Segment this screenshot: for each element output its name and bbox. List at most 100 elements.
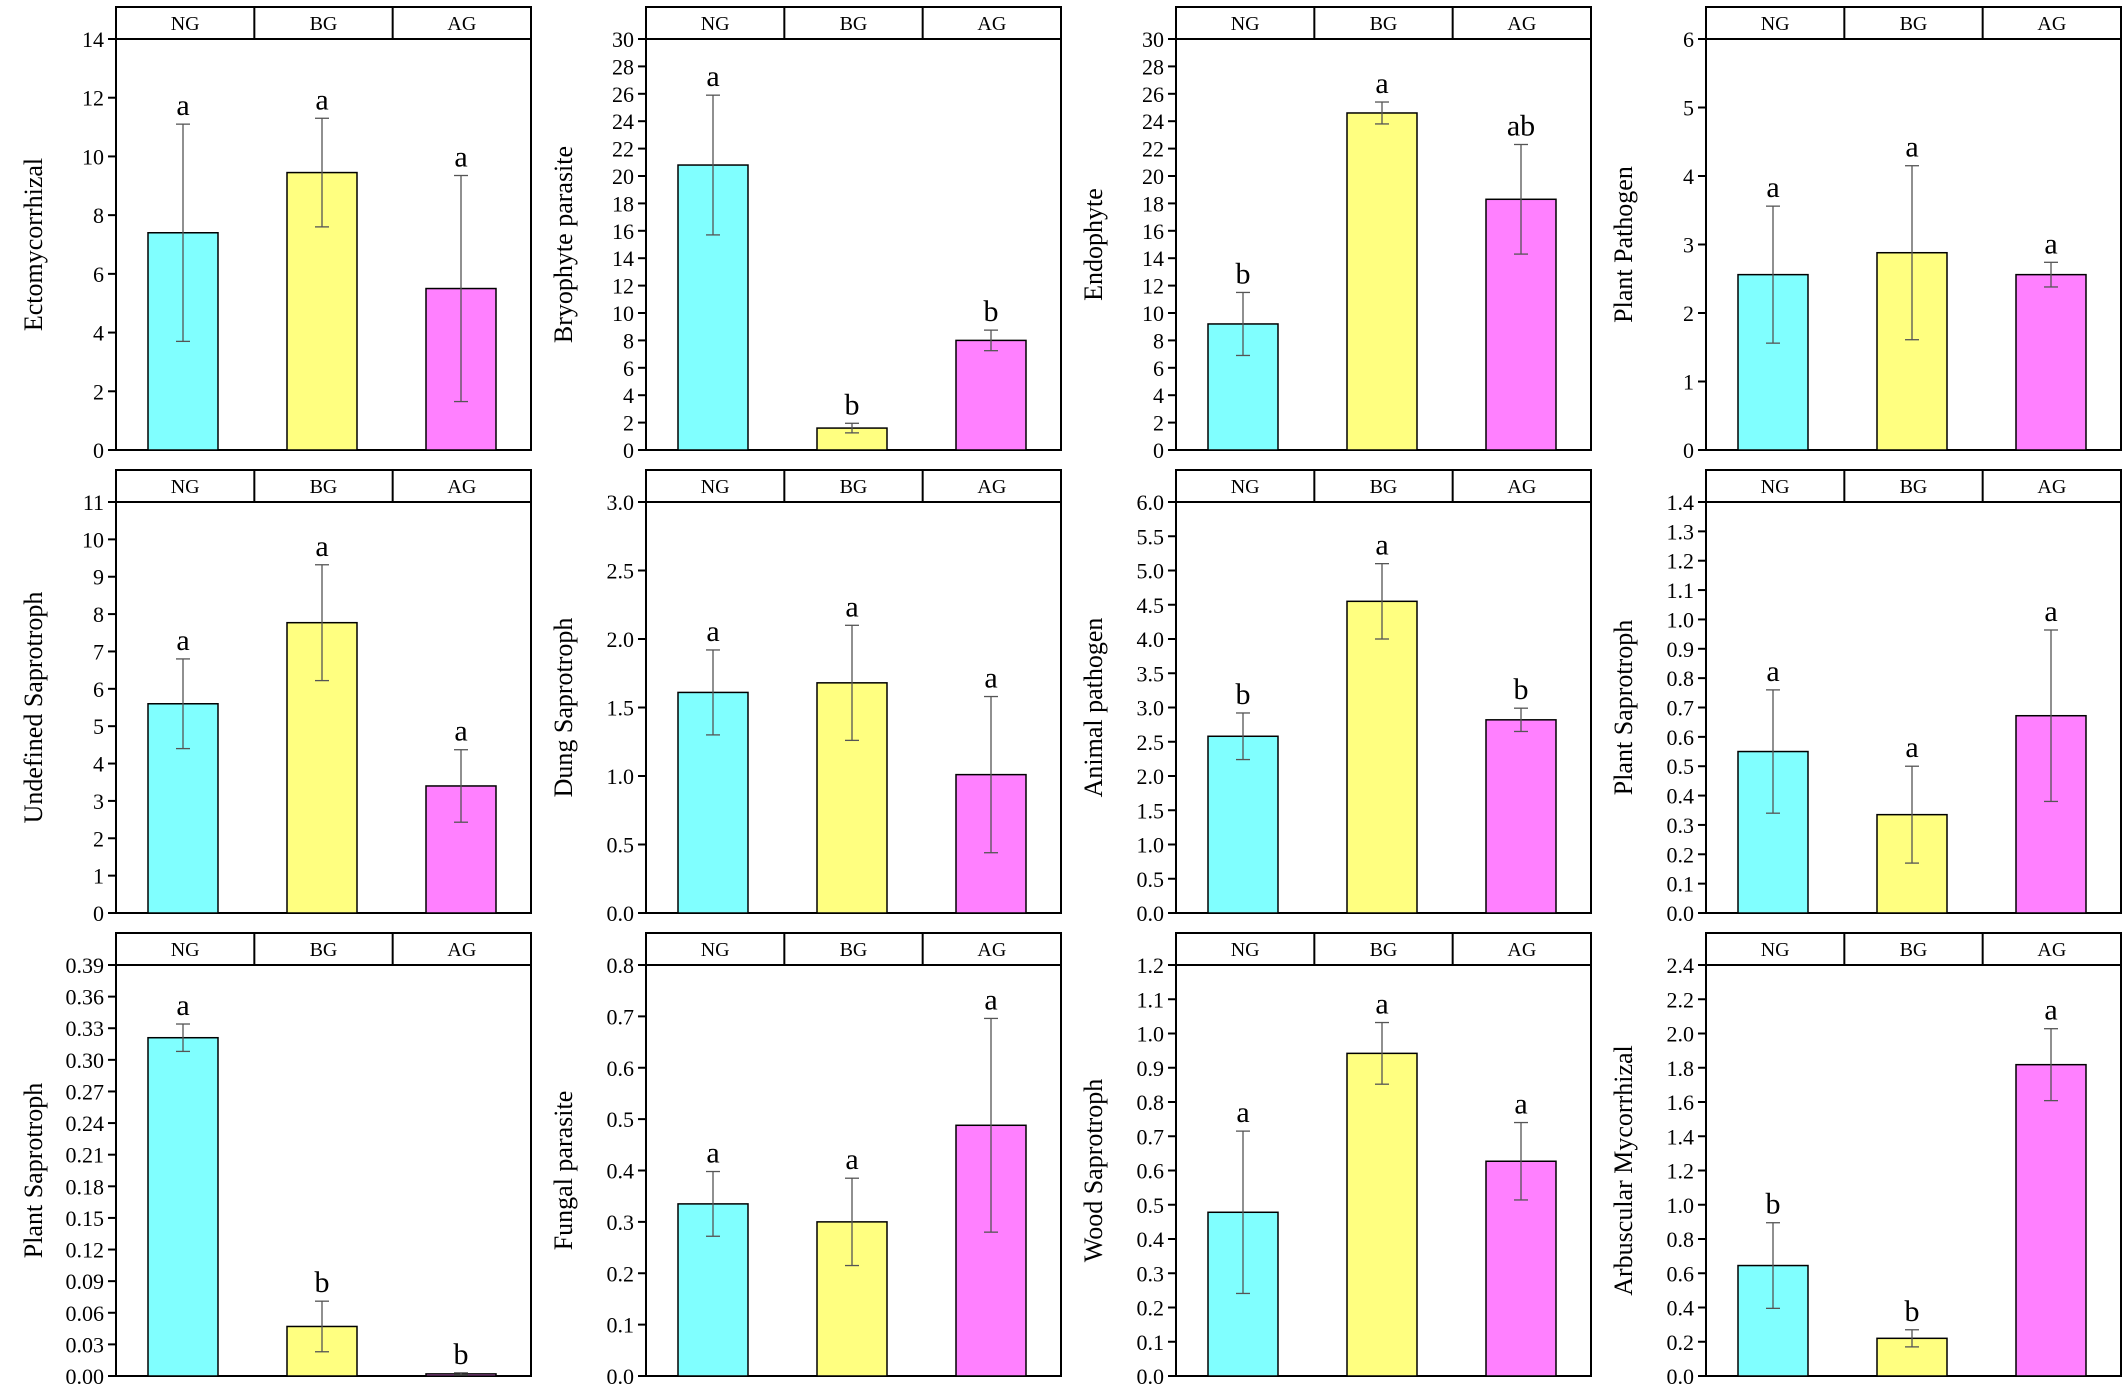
panel-11-ytick-label: 0.5 <box>1137 1193 1165 1218</box>
panel-7-bar-bg <box>1346 600 1418 914</box>
panel-6-ytick-label: 1.0 <box>607 764 635 789</box>
panel-9-sig-letter-bg: b <box>315 1266 330 1299</box>
panel-2-ytick-label: 16 <box>612 219 634 244</box>
panel-1-ytick-label: 2 <box>93 379 104 404</box>
panel-3-sig-letter-ng: b <box>1236 257 1251 290</box>
panel-11: NG BG AG 0.0 0.1 0.2 0.3 0.4 0.5 0.6 0.7 0.8 0.9 1.0 1… <box>1079 932 1592 1389</box>
panel-11-ytick-label: 0.8 <box>1137 1090 1165 1115</box>
panel-8-ytick-label: 0.8 <box>1667 666 1695 691</box>
panel-12-ytick-label: 2.0 <box>1667 1022 1695 1047</box>
panel-3-errorbar-bg <box>1375 101 1389 125</box>
panel-4-ytick-label: 4 <box>1683 164 1694 189</box>
panel-2-sig-letter-ng: a <box>706 60 719 93</box>
panel-11-sig-letter-ag: a <box>1514 1088 1527 1121</box>
panel-8-ytick-label: 0.0 <box>1667 901 1695 926</box>
panel-4-ylabel: Plant Pathogen <box>1609 166 1638 323</box>
panel-7-ytick-label: 3.5 <box>1137 661 1165 686</box>
panel-8-ytick-label: 0.5 <box>1667 754 1695 779</box>
panel-1-ytick-label: 6 <box>93 262 104 287</box>
panel-11-ytick-label: 1.1 <box>1137 987 1165 1012</box>
panel-6-ytick-label: 2.0 <box>607 627 635 652</box>
panel-7-ytick-label: 5.5 <box>1137 524 1165 549</box>
panel-11-group-label-ng: NG <box>1231 939 1260 961</box>
panel-1-group-label-bg: BG <box>310 13 338 35</box>
panel-3-ytick-label: 8 <box>1153 328 1164 353</box>
panel-11-ytick-label: 0.0 <box>1137 1364 1165 1389</box>
panel-9-ytick-label: 0.21 <box>66 1143 105 1168</box>
panel-5-errorbar-ng <box>176 658 190 750</box>
panel-9-ytick-label: 0.15 <box>66 1206 105 1231</box>
panel-3-group-label-bg: BG <box>1370 13 1398 35</box>
panel-8-group-label-ag: AG <box>2037 476 2066 498</box>
panel-7-ytick-label: 2.0 <box>1137 764 1165 789</box>
panel-4-errorbar-ng <box>1766 205 1780 344</box>
panel-12-header <box>1705 932 2122 966</box>
panel-4-ytick-label: 0 <box>1683 438 1694 463</box>
panel-7-ytick-label: 6.0 <box>1137 490 1165 515</box>
panel-6-ytick-label: 1.5 <box>607 696 635 721</box>
panel-11-group-label-bg: BG <box>1370 939 1398 961</box>
panel-5-ytick-label: 11 <box>83 490 104 515</box>
panel-11-ytick-label: 1.0 <box>1137 1022 1165 1047</box>
panel-11-errorbar-ag <box>1514 1121 1528 1201</box>
panel-3-ytick-label: 4 <box>1153 383 1164 408</box>
panel-9-ytick-label: 0.00 <box>66 1364 105 1389</box>
panel-8-ytick-label: 1.1 <box>1667 578 1695 603</box>
panel-11-ytick-label: 0.4 <box>1137 1227 1165 1252</box>
panel-5-ytick-label: 0 <box>93 901 104 926</box>
panel-8-ytick-label: 0.7 <box>1667 696 1695 721</box>
panel-11-ytick-label: 0.2 <box>1137 1296 1165 1321</box>
panel-7-errorbar-ng <box>1236 712 1250 761</box>
panel-10-errorbar-bg <box>845 1177 859 1267</box>
panel-4-sig-letter-ng: a <box>1766 171 1779 204</box>
panel-4-bar-ag <box>2015 273 2087 451</box>
panel-3-errorbar-ng <box>1236 291 1250 357</box>
panel-9-ylabel: Plant Saprotroph <box>19 1083 48 1259</box>
panel-8-ytick-label: 0.2 <box>1667 842 1695 867</box>
panel-11-errorbar-bg <box>1375 1021 1389 1085</box>
panel-3-ylabel: Endophyte <box>1079 188 1108 301</box>
panel-3-ytick-label: 30 <box>1142 27 1164 52</box>
panel-6-errorbar-ag <box>984 695 998 854</box>
panel-9-ytick-label: 0.27 <box>66 1079 105 1104</box>
panel-7-ytick-label: 1.0 <box>1137 833 1165 858</box>
panel-10-ytick-label: 0.0 <box>607 1364 635 1389</box>
panel-2-group-label-ag: AG <box>977 13 1006 35</box>
panel-9-ytick-label: 0.36 <box>66 985 105 1010</box>
panel-8-ytick-label: 0.6 <box>1667 725 1695 750</box>
panel-7-sig-letter-ng: b <box>1236 678 1251 711</box>
panel-7-bar-ng <box>1207 735 1279 914</box>
panel-11-ylabel: Wood Saprotroph <box>1079 1079 1108 1263</box>
panel-5: NG BG AG 0 1 2 3 4 5 6 7 8 9 10 11 Undefined Saprotroph… <box>19 469 532 926</box>
panel-8-ytick-label: 0.1 <box>1667 872 1695 897</box>
panel-5-ytick-label: 8 <box>93 602 104 627</box>
panel-12-ytick-label: 0.6 <box>1667 1261 1695 1286</box>
panel-1-sig-letter-ng: a <box>176 89 189 122</box>
panel-8-ytick-label: 1.0 <box>1667 607 1695 632</box>
panel-2-ytick-label: 26 <box>612 82 634 107</box>
panel-1-ylabel: Ectomycorrhizal <box>19 158 48 331</box>
panel-3-ytick-label: 10 <box>1142 301 1164 326</box>
panel-2-group-label-ng: NG <box>701 13 730 35</box>
panel-10-group-label-ag: AG <box>977 939 1006 961</box>
panel-12-group-label-bg: BG <box>1900 939 1928 961</box>
panel-12-ylabel: Arbuscular Mycorrhizal <box>1609 1045 1638 1296</box>
panel-3-sig-letter-ag: ab <box>1507 109 1535 142</box>
panel-10-ytick-label: 0.6 <box>607 1056 635 1081</box>
panel-12-ytick-label: 0.0 <box>1667 1364 1695 1389</box>
panel-1-header <box>115 6 532 40</box>
panel-7-ytick-label: 4.5 <box>1137 593 1165 618</box>
panel-1-group-label-ag: AG <box>447 13 476 35</box>
panel-3-ytick-label: 20 <box>1142 164 1164 189</box>
panel-3-header <box>1175 6 1592 40</box>
panel-9-sig-letter-ng: a <box>176 989 189 1022</box>
panel-3-ytick-label: 28 <box>1142 54 1164 79</box>
panel-7: NG BG AG 0.0 0.5 1.0 1.5 2.0 2.5 3.0 3.5 4.0 4.5 5.0 5… <box>1079 469 1592 926</box>
panel-10-ytick-label: 0.1 <box>607 1313 635 1338</box>
panel-8: NG BG AG 0.0 0.1 0.2 0.3 0.4 0.5 0.6 0.7 0.8 0.9 1.0 1… <box>1609 469 2122 926</box>
panel-8-header <box>1705 469 2122 503</box>
panel-11-ytick-label: 0.9 <box>1137 1056 1165 1081</box>
panel-11-ytick-label: 0.1 <box>1137 1330 1165 1355</box>
panel-3: NG BG AG024681012141618202224262830Endophy… <box>1079 6 1592 463</box>
